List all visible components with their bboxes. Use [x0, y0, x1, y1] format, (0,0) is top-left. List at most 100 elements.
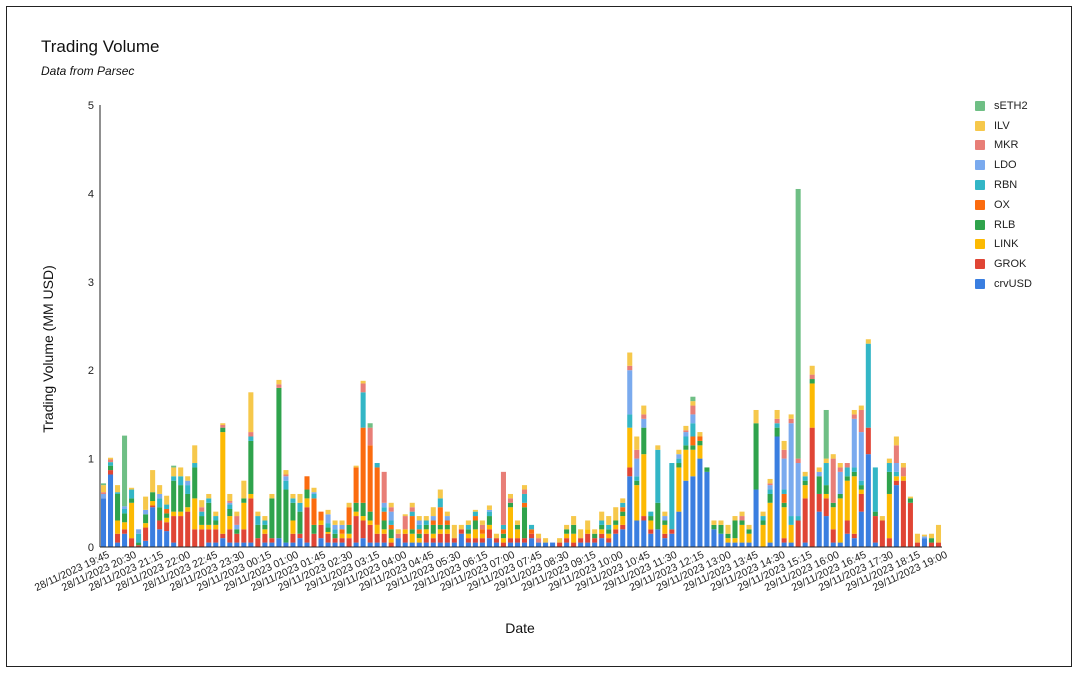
bar-segment-ilv — [255, 511, 261, 517]
chart-title: Trading Volume — [41, 37, 160, 56]
bar-segment-ldo — [662, 516, 668, 521]
bar-segment-crvusd — [732, 542, 738, 547]
bar-segment-grok — [192, 529, 198, 547]
bar-segment-crvusd — [353, 542, 359, 547]
bar-segment-rlb — [115, 493, 121, 521]
bar-segment-rlb — [697, 440, 703, 446]
bar-segment-ilv — [472, 509, 478, 512]
bar-segment-crvusd — [416, 542, 422, 547]
legend-label: MKR — [994, 139, 1019, 152]
bar-segment-rlb — [718, 524, 724, 534]
legend-item-rlb: RLB — [975, 215, 1032, 235]
bar-segment-rlb — [830, 502, 836, 508]
bar-segment-ldo — [100, 493, 107, 499]
bar-segment-link — [472, 529, 478, 539]
bar-segment-rbn — [297, 502, 303, 512]
bar-segment-ldo — [795, 463, 801, 517]
bar-segment-grok — [816, 493, 822, 512]
bar-segment-ilv — [416, 516, 422, 521]
bar-segment-grok — [648, 529, 654, 534]
bar-segment-rlb — [416, 533, 422, 539]
bar-segment-crvusd — [451, 542, 457, 547]
bar-segment-rlb — [227, 508, 233, 517]
bar-segment-grok — [479, 538, 485, 543]
bar-segment-ilv — [311, 487, 317, 493]
bar-segment-rlb — [136, 542, 142, 546]
bar-segment-ilv — [430, 507, 436, 517]
bar-segment-ox — [339, 529, 345, 534]
bar-segment-mkr — [381, 471, 387, 503]
bar-segment-rbn — [374, 463, 380, 468]
bar-segment-ilv — [816, 467, 822, 472]
bar-segment-ilv — [585, 520, 591, 530]
bar-segment-rlb — [178, 485, 184, 512]
bar-segment-mkr — [767, 483, 773, 486]
bar-segment-link — [248, 493, 254, 499]
bar-segment-ldo — [788, 423, 794, 517]
bar-segment-ox — [521, 502, 528, 508]
bar-segment-crvusd — [718, 533, 724, 547]
bar-segment-link — [697, 445, 703, 459]
bar-segment-ox — [697, 436, 703, 441]
bar-segment-rlb — [564, 529, 570, 534]
bar-segment-link — [402, 529, 408, 534]
bar-segment-crvusd — [627, 476, 633, 547]
bar-segment-ldo — [641, 418, 647, 428]
bar-segment-crvusd — [402, 542, 408, 547]
bar-segment-ilv — [697, 432, 703, 437]
bars-group — [100, 188, 942, 547]
bar-segment-grok — [290, 533, 296, 543]
bar-segment-crvusd — [290, 542, 296, 547]
bar-segment-ilv — [739, 511, 745, 517]
bar-segment-ilv — [248, 392, 254, 433]
bar-segment-ilv — [746, 524, 752, 530]
bar-segment-ilv — [276, 379, 282, 385]
bar-segment-ilv — [725, 524, 731, 534]
bar-segment-link — [507, 507, 513, 539]
bar-segment-link — [143, 523, 149, 528]
bar-segment-ldo — [332, 524, 338, 530]
bar-segment-ox — [781, 493, 787, 503]
bar-segment-rlb — [690, 445, 696, 450]
bar-segment-rbn — [865, 343, 871, 428]
bar-segment-rlb — [423, 524, 429, 530]
bar-segment-rlb — [171, 480, 177, 512]
y-axis-label: Trading Volume (MM USD) — [40, 265, 56, 433]
bar-segment-rlb — [606, 529, 612, 534]
bar-segment-rlb — [269, 498, 275, 539]
legend-item-link: LINK — [975, 235, 1032, 255]
bar-segment-ilv — [655, 445, 661, 450]
bar-segment-link — [115, 520, 121, 534]
bar-segment-grok — [129, 538, 135, 547]
bar-segment-link — [129, 502, 135, 539]
bar-segment-grok — [402, 533, 408, 543]
bar-segment-rlb — [634, 480, 640, 486]
bar-segment-ilv — [325, 509, 331, 515]
bar-segment-grok — [521, 538, 528, 543]
bar-segment-rlb — [199, 516, 205, 525]
y-tick-label: 5 — [88, 100, 94, 112]
bar-segment-rbn — [416, 524, 422, 530]
bar-segment-seth2 — [367, 423, 373, 428]
bar-segment-ldo — [858, 432, 864, 481]
bar-segment-rlb — [262, 524, 268, 530]
bar-segment-rlb — [353, 502, 359, 512]
legend-item-crvusd: crvUSD — [975, 274, 1032, 294]
bar-segment-link — [479, 533, 485, 539]
bar-segment-grok — [311, 533, 317, 547]
bar-segment-mkr — [388, 507, 394, 512]
bar-segment-crvusd — [634, 520, 640, 547]
bar-segment-ilv — [634, 436, 640, 450]
bar-segment-ox — [311, 498, 317, 525]
bar-segment-rbn — [129, 489, 135, 499]
bar-segment-ldo — [136, 529, 142, 534]
bar-segment-crvusd — [493, 542, 499, 547]
bar-segment-rbn — [823, 463, 829, 486]
bar-segment-grok — [346, 538, 352, 547]
bar-segment-ilv — [599, 511, 605, 521]
bar-segment-link — [732, 538, 738, 543]
bar-segment-link — [627, 427, 633, 468]
bar-segment-rbn — [767, 489, 773, 494]
bar-segment-grok — [514, 538, 521, 543]
